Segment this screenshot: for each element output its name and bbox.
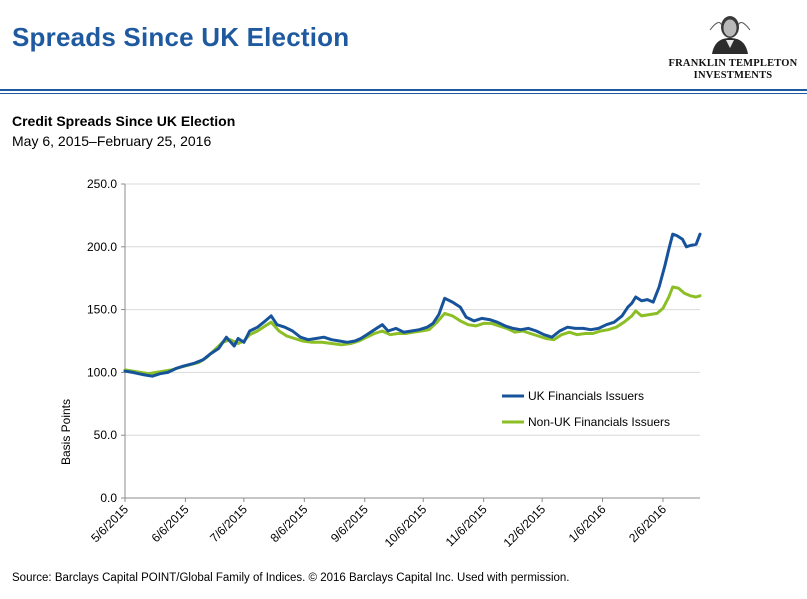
x-tick-label: 6/6/2015	[149, 502, 192, 545]
x-tick-label: 1/6/2016	[566, 502, 609, 545]
legend-label: UK Financials Issuers	[528, 389, 644, 403]
logo-wordmark-line2: INVESTMENTS	[693, 70, 773, 81]
x-tick-label: 7/6/2015	[207, 502, 250, 545]
grid-layer	[125, 183, 700, 436]
franklin-templeton-logo: FRANKLIN TEMPLETON INVESTMENTS	[668, 6, 798, 90]
source-note: Source: Barclays Capital POINT/Global Fa…	[12, 572, 570, 584]
y-tick-label: 0.0	[100, 491, 117, 505]
header-rule	[0, 89, 807, 91]
logo-wordmark-line1: FRANKLIN TEMPLETON	[668, 58, 798, 69]
series-layer	[123, 232, 702, 378]
header-rule-thin	[0, 93, 807, 94]
legend-label: Non-UK Financials Issuers	[528, 415, 670, 429]
franklin-portrait-icon	[709, 16, 751, 54]
line-chart: 0.0 50.0 100.0 150.0 200.0 250.0 5/6/2015 6/6/2…	[59, 177, 702, 550]
y-tick-label: 200.0	[87, 240, 117, 254]
x-tick-label: 9/6/2015	[328, 502, 371, 545]
y-tick-label: 250.0	[87, 177, 117, 191]
x-tick-label: 10/6/2015	[382, 502, 430, 550]
slide-title: Spreads Since UK Election	[12, 22, 350, 52]
y-tick-label: 50.0	[94, 428, 118, 442]
legend: UK Financials Issuers Non-UK Financials I…	[502, 389, 670, 429]
x-tick-label: 8/6/2015	[268, 502, 311, 545]
y-axis-label: Basis Points	[59, 399, 73, 465]
axis-layer: 0.0 50.0 100.0 150.0 200.0 250.0 5/6/2015 6/6/2…	[87, 177, 700, 550]
x-tick-label: 12/6/2015	[501, 502, 549, 550]
x-tick-label: 11/6/2015	[443, 502, 490, 549]
series-line	[123, 232, 702, 378]
y-tick-label: 150.0	[87, 303, 117, 317]
x-tick-label: 5/6/2015	[88, 502, 131, 545]
x-tick-label: 2/6/2016	[626, 502, 669, 545]
chart-title: Credit Spreads Since UK Election	[12, 113, 236, 129]
chart-subtitle: May 6, 2015–February 25, 2016	[12, 133, 212, 149]
y-tick-label: 100.0	[87, 365, 117, 379]
